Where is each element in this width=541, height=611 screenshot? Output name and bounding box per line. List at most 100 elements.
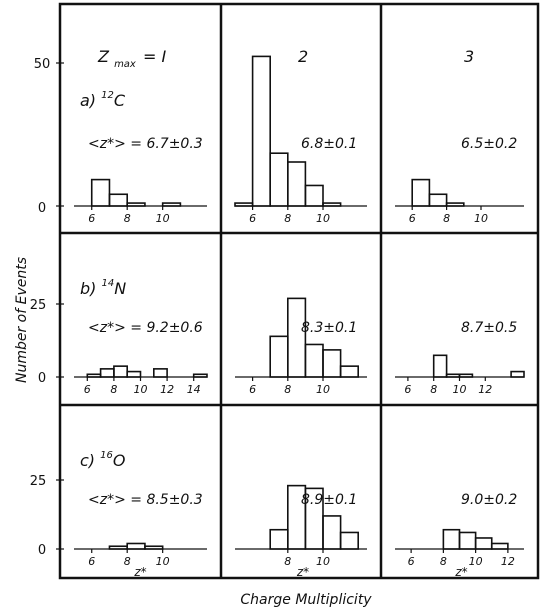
histogram-bin xyxy=(490,542,509,550)
x-tick-label: 10 xyxy=(474,212,488,225)
panel-0-2: 6 8 10 6.5±0.2 xyxy=(395,136,524,225)
x-tick-label: 8 xyxy=(443,212,450,225)
x-tick-label: 12 xyxy=(478,383,492,396)
histogram-bin xyxy=(108,545,129,550)
y-ticks: 50 0 25 0 25 0 xyxy=(30,57,64,558)
nucleus-label: a) 12C xyxy=(80,90,126,110)
x-tick-label: 10 xyxy=(469,555,483,568)
histogram-bin xyxy=(445,202,465,207)
histogram-bin xyxy=(269,152,289,207)
nucleus-label-prefix: a) xyxy=(80,91,101,110)
histogram-bin xyxy=(192,373,208,378)
mean-annotation: 8.7±0.5 xyxy=(461,320,517,336)
grid-frame xyxy=(58,2,540,580)
mean-annotation: 6.5±0.2 xyxy=(461,136,517,152)
histogram-bin xyxy=(322,515,342,550)
y-tick-label-0-row2: 0 xyxy=(38,371,46,386)
histogram-bin xyxy=(510,370,525,378)
panel-0-0: 6 8 10 <z*> = 6.7±0.3 a) 12C xyxy=(74,90,207,225)
x-tick-label: 8 xyxy=(440,555,447,568)
column-header-2: 2 xyxy=(298,47,308,66)
nucleus-symbol: N xyxy=(114,279,126,298)
histogram-bin xyxy=(153,368,168,378)
panel-1-0: 6 8 10 12 14<z*> = 9.2±0.6b) 14N xyxy=(74,278,208,396)
mean-annotation: 8.9±0.1 xyxy=(301,492,357,508)
nucleus-label-prefix: b) xyxy=(80,279,101,298)
histogram-bin xyxy=(99,368,115,378)
histogram-bin xyxy=(286,297,307,378)
histogram-bin xyxy=(428,193,448,207)
histogram-bin xyxy=(339,531,360,550)
histogram-bin xyxy=(108,193,129,207)
x-tick-label: 8 xyxy=(284,212,291,225)
histogram-bin xyxy=(411,178,431,207)
panel-2-2: 6 8 10 12 9.0±0.2 z* xyxy=(395,492,524,579)
x-tick-label: 6 xyxy=(249,212,256,225)
x-tick-label: 8 xyxy=(124,555,131,568)
x-tick-label: 12 xyxy=(501,555,515,568)
histogram-bin xyxy=(90,178,111,207)
histogram-bin xyxy=(445,373,461,378)
z-star-label: z* xyxy=(296,565,309,579)
nucleus-symbol: C xyxy=(114,91,126,110)
histogram-bin xyxy=(322,202,342,207)
x-tick-label: 10 xyxy=(156,555,170,568)
mean-annotation: <z*> = 9.2±0.6 xyxy=(88,320,203,336)
histogram-bin xyxy=(458,373,474,378)
panel-1-2: 6 8 10 12 8.7±0.5 xyxy=(395,320,525,396)
mean-annotation: <z*> = 8.5±0.3 xyxy=(88,492,203,508)
x-tick-label: 10 xyxy=(134,383,148,396)
nucleus-label-prefix: c) xyxy=(80,451,100,470)
y-axis-title: Number of Events xyxy=(14,257,30,383)
histogram-bin xyxy=(234,202,254,207)
panel-2-1: 8 10 8.9±0.1 z* xyxy=(235,484,367,579)
histogram-bin xyxy=(339,365,360,378)
histogram-bin xyxy=(251,55,272,207)
x-tick-label: 6 xyxy=(84,383,91,396)
panel-grid xyxy=(58,2,540,580)
y-tick-label-50: 50 xyxy=(34,57,51,72)
x-tick-label: 8 xyxy=(284,555,291,568)
mean-annotation: 9.0±0.2 xyxy=(461,492,517,508)
y-tick-label-25-row3: 25 xyxy=(30,474,47,489)
histogram-bin xyxy=(269,528,289,550)
x-tick-label: 8 xyxy=(110,383,117,396)
col-header-eq: = I xyxy=(143,47,166,66)
x-tick-label: 10 xyxy=(316,212,330,225)
x-tick-label: 6 xyxy=(88,212,95,225)
nucleus-label: c) 16O xyxy=(80,450,125,470)
x-tick-label: 14 xyxy=(187,383,201,396)
x-tick-label: 6 xyxy=(409,212,416,225)
histogram-bin xyxy=(113,365,129,378)
x-tick-label: 10 xyxy=(453,383,467,396)
z-star-label: z* xyxy=(133,565,146,579)
column-header-3: 3 xyxy=(464,47,474,66)
nucleus-symbol: O xyxy=(113,451,126,470)
histogram-bin xyxy=(432,354,448,378)
panel-0-1: 6 8 10 6.8±0.1 xyxy=(234,55,367,225)
histogram-bin xyxy=(458,531,477,550)
x-tick-label: 8 xyxy=(430,383,437,396)
histogram-bin xyxy=(86,373,102,378)
x-tick-label: 10 xyxy=(316,383,330,396)
histogram-bin xyxy=(161,202,182,207)
col-header-max: max xyxy=(114,59,136,70)
histogram-bin xyxy=(126,202,146,207)
histogram-bin xyxy=(269,335,289,378)
histogram-bin xyxy=(126,542,146,550)
x-tick-label: 8 xyxy=(124,212,131,225)
x-tick-label: 6 xyxy=(408,555,415,568)
panel-1-1: 6 8 10 8.3±0.1 xyxy=(235,297,367,396)
histogram-bin xyxy=(322,349,342,378)
nucleus-label: b) 14N xyxy=(80,278,126,298)
x-tick-label: 6 xyxy=(404,383,411,396)
nucleus-mass: 16 xyxy=(100,450,113,461)
col-header-z: Z xyxy=(97,47,110,66)
column-header-1: Z max = I xyxy=(97,47,166,71)
x-tick-label: 10 xyxy=(316,555,330,568)
x-tick-label: 6 xyxy=(88,555,95,568)
y-tick-label-0-row1: 0 xyxy=(38,201,46,216)
histogram-bin xyxy=(286,161,307,207)
